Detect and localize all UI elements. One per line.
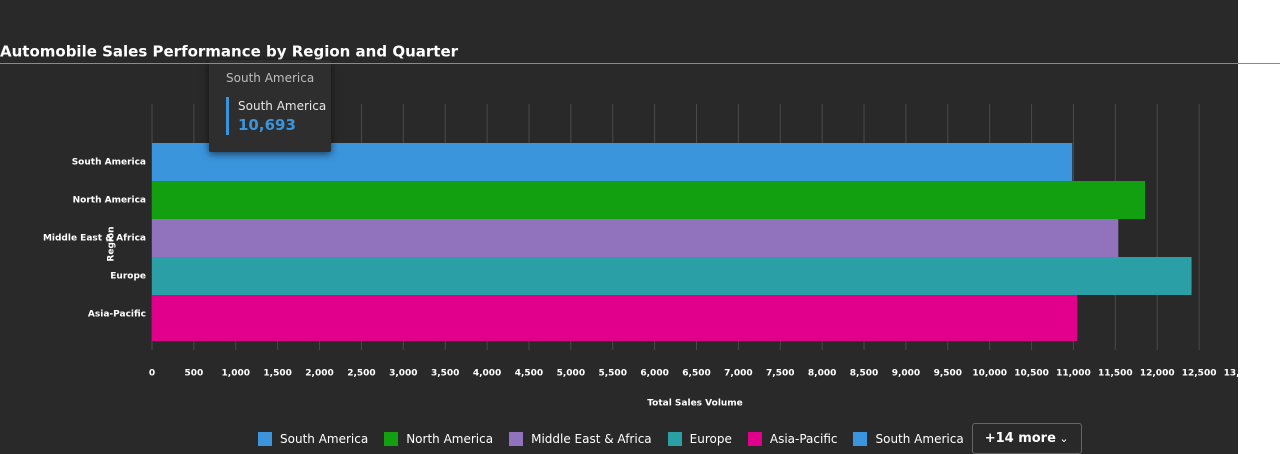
tooltip-accent	[226, 97, 229, 135]
x-tick-label: 5,500	[598, 369, 626, 379]
x-tick-label: 2,500	[347, 369, 375, 379]
legend-more-label: +14 more	[984, 431, 1056, 446]
x-tick-label: 11,000	[1056, 369, 1091, 379]
y-tick-label: Europe	[110, 272, 146, 282]
legend-item[interactable]: Europe	[667, 431, 732, 446]
x-tick-label: 3,000	[389, 369, 417, 379]
chart-title: Automobile Sales Performance by Region a…	[0, 43, 459, 61]
tooltip-value: 10,693	[238, 116, 296, 134]
x-tick-label: 9,500	[934, 369, 962, 379]
x-tick-label: 0	[149, 369, 155, 379]
x-tick-label: 12,500	[1182, 369, 1217, 379]
legend-item[interactable]: South America	[853, 431, 964, 446]
y-tick-label: Asia-Pacific	[88, 310, 146, 320]
legend-item[interactable]: North America	[384, 431, 494, 446]
y-tick-label: South America	[72, 158, 146, 168]
legend-item[interactable]: South America	[258, 431, 369, 446]
legend-label: Europe	[689, 431, 732, 446]
legend-swatch	[747, 431, 762, 446]
x-tick-label: 6,000	[640, 369, 668, 379]
legend-swatch	[258, 431, 272, 446]
x-tick-label: 7,500	[766, 369, 794, 379]
x-tick-label: 11,500	[1098, 369, 1133, 379]
y-tick-label: Middle East & Africa	[43, 234, 146, 244]
x-tick-label: 13,000	[1224, 369, 1238, 379]
x-tick-label: 6,500	[682, 369, 710, 379]
x-tick-label: 12,000	[1140, 369, 1175, 379]
x-tick-label: 4,500	[515, 369, 543, 379]
tooltip-title: South America	[226, 71, 315, 85]
y-axis-label: Region	[107, 226, 117, 261]
bar	[152, 219, 1119, 257]
tooltip: South America South America 10,693	[209, 60, 331, 152]
x-tick-label: 9,000	[892, 369, 920, 379]
legend-swatch	[667, 431, 682, 446]
bar	[152, 257, 1192, 295]
x-tick-label: 10,000	[972, 369, 1007, 379]
x-tick-label: 3,500	[431, 369, 459, 379]
legend-swatch	[853, 431, 868, 446]
chart-panel: Automobile Sales Performance by Region a…	[0, 0, 1238, 454]
bar	[152, 181, 1146, 219]
legend-item[interactable]: Asia-Pacific	[747, 431, 838, 446]
legend-label: South America	[280, 431, 369, 446]
legend: South America North America Middle East & …	[258, 423, 1082, 454]
y-tick-label: North America	[73, 196, 146, 206]
bar	[152, 295, 1078, 341]
x-tick-label: 1,000	[222, 369, 250, 379]
chart: Automobile Sales Performance by Region a…	[0, 43, 1238, 409]
legend-more-button[interactable]: +14 more ⌄	[971, 423, 1082, 454]
x-tick-label: 8,000	[808, 369, 836, 379]
x-tick-label: 10,500	[1014, 369, 1049, 379]
x-axis-label: Total Sales Volume	[647, 399, 743, 409]
x-tick-label: 4,000	[473, 369, 501, 379]
x-tick-label: 7,000	[724, 369, 752, 379]
x-tick-label: 2,000	[305, 369, 333, 379]
chevron: ⌄	[1055, 432, 1069, 445]
legend-item[interactable]: Middle East & Africa	[509, 431, 652, 446]
legend-label: Asia-Pacific	[769, 431, 838, 446]
legend-label: Middle East & Africa	[531, 431, 652, 446]
x-tick-label: 1,500	[263, 369, 291, 379]
legend-swatch	[509, 431, 524, 446]
x-tick-label: 500	[184, 369, 203, 379]
x-tick-label: 5,000	[557, 369, 585, 379]
legend-label: North America	[406, 431, 494, 446]
legend-label: South America	[875, 431, 964, 446]
bars	[152, 143, 1192, 341]
title-rule	[0, 63, 1280, 64]
tooltip-series: South America	[238, 99, 327, 113]
x-tick-label: 8,500	[850, 369, 878, 379]
legend-swatch	[384, 431, 399, 446]
